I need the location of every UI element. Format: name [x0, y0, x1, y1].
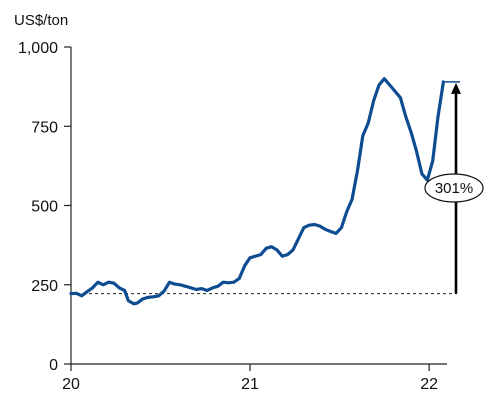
y-tick-label: 500	[31, 199, 58, 216]
x-tick-label: 20	[62, 376, 80, 393]
y-tick-label: 0	[49, 357, 58, 374]
x-tick-label: 21	[241, 376, 259, 393]
y-tick-label: 1,000	[18, 40, 58, 57]
increase-arrowhead	[451, 82, 461, 94]
y-axis: 0 250 500 750 1,000	[18, 40, 72, 374]
x-axis: 20 21 22	[62, 363, 447, 393]
increase-label-bubble	[424, 173, 484, 203]
increase-label: 301%	[435, 180, 473, 197]
x-tick-label: 22	[420, 376, 438, 393]
y-tick-label: 750	[31, 119, 58, 136]
y-tick-label: 250	[31, 278, 58, 295]
y-axis-unit-label: US$/ton	[14, 12, 68, 29]
price-series-line	[69, 77, 445, 306]
